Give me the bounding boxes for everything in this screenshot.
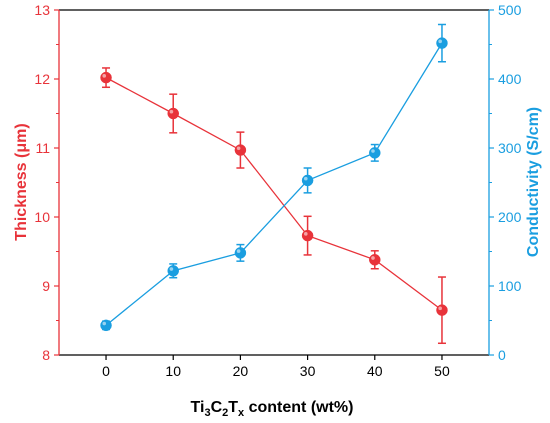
x-axis-title-sub1: 3	[204, 407, 210, 419]
series-1-point	[234, 247, 247, 259]
series-0-point	[301, 229, 314, 242]
series-1-point-highlight	[303, 176, 308, 181]
left-y-tick-label: 10	[34, 209, 50, 225]
x-tick-label: 40	[367, 363, 383, 379]
left-y-tick-label: 8	[42, 347, 50, 363]
right-y-tick-label: 500	[498, 2, 522, 18]
x-axis-title-sub3: x	[238, 407, 245, 419]
series-0-point-highlight	[236, 146, 241, 151]
x-tick-label: 0	[102, 363, 110, 379]
series-1-line	[105, 42, 443, 326]
x-axis-title-mid2: T	[228, 399, 238, 416]
x-axis-title-prefix: Ti	[191, 399, 205, 416]
x-axis-title-sub2: 2	[222, 407, 228, 419]
x-tick-label: 10	[165, 363, 181, 379]
left-y-tick-label: 12	[34, 71, 50, 87]
axes: 0 10 20 30 40 50 8 9 10 11 12 13 0 100 200 300 400 500	[34, 2, 521, 379]
series-1-point-highlight	[236, 249, 241, 253]
left-y-tick-label: 9	[42, 278, 50, 294]
right-y-tick-label: 400	[498, 71, 522, 87]
series-1-point	[369, 147, 381, 159]
right-y-tick-label: 100	[498, 278, 522, 294]
x-axis-title-mid1: C	[211, 399, 223, 416]
x-tick-label: 30	[300, 363, 316, 379]
series-0-point-highlight	[371, 256, 375, 260]
x-axis-title-suffix: content (wt%)	[244, 399, 353, 416]
series-0-point	[369, 254, 381, 266]
left-axis-title: Thickness (μm)	[13, 123, 30, 240]
series-1-point-highlight	[438, 39, 442, 44]
series-1-point	[167, 265, 179, 277]
series-0-point-highlight	[102, 74, 107, 78]
series-0-point-highlight	[169, 109, 174, 114]
series-0-point-highlight	[438, 306, 442, 311]
series-1-point	[436, 37, 448, 49]
left-y-tick-label: 13	[34, 2, 50, 18]
series-1-point-highlight	[169, 267, 174, 271]
series-1-point-highlight	[371, 149, 375, 153]
plot-marks	[100, 23, 448, 345]
series-0-point	[436, 304, 448, 316]
x-tick-label: 20	[233, 363, 249, 379]
series-0-point	[234, 144, 247, 156]
series-1-point	[100, 319, 112, 332]
right-y-tick-label: 0	[498, 347, 506, 363]
series-0-point	[167, 107, 179, 120]
series-1-point	[301, 174, 314, 187]
series-0-point	[100, 71, 112, 84]
series-0-line	[105, 77, 443, 311]
x-tick-label: 50	[434, 363, 450, 379]
right-axis-title: Conductivity (S/cm)	[525, 107, 542, 257]
right-y-tick-label: 200	[498, 209, 522, 225]
series-1-point-highlight	[102, 321, 107, 326]
left-y-tick-label: 11	[35, 140, 50, 156]
x-axis-title: Ti3C2Tx content (wt%)	[191, 399, 354, 419]
right-y-tick-label: 300	[498, 140, 522, 156]
series-0-point-highlight	[303, 232, 308, 236]
